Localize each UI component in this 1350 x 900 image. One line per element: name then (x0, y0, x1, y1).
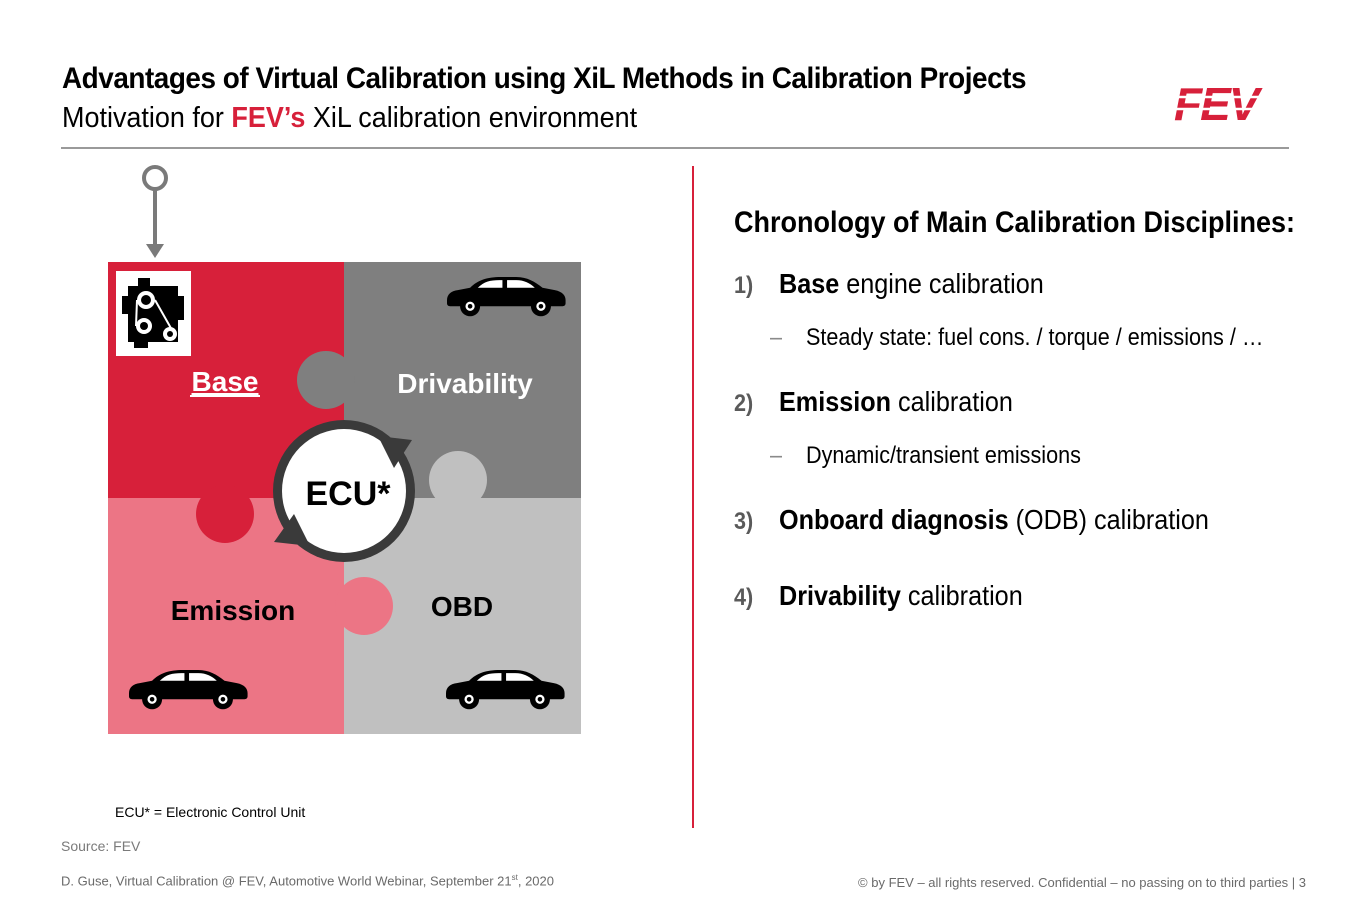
source-note: Source: FEV (61, 838, 141, 854)
label-base: Base (192, 366, 259, 397)
ecu-hub: ECU* (273, 420, 415, 562)
item-bold: Emission (779, 386, 892, 417)
item-number: 1) (734, 272, 754, 299)
column-divider (692, 166, 694, 828)
subtitle-suffix: XiL calibration environment (305, 102, 638, 134)
list-subitem: – Steady state: fuel cons. / torque / emi… (770, 324, 1263, 352)
list-item: 1) Base engine calibration (734, 268, 1044, 300)
item-rest: (ODB) calibration (1008, 504, 1209, 535)
list-item: 4) Drivability calibration (734, 580, 1023, 612)
knob-base (196, 485, 254, 543)
knob-emission (335, 577, 393, 635)
item-number: 4) (734, 584, 754, 611)
knob-drivability (297, 351, 355, 409)
footer-citation-end: , 2020 (517, 873, 554, 889)
item-number: 3) (734, 508, 754, 535)
item-bold: Base (779, 268, 840, 299)
item-rest: calibration (891, 386, 1013, 417)
list-item: 2) Emission calibration (734, 386, 1013, 418)
ecu-footnote: ECU* = Electronic Control Unit (115, 804, 306, 820)
knob-obd (429, 451, 487, 509)
header-divider (61, 147, 1289, 149)
calibration-puzzle: Base Drivability Emission OBD ECU* (108, 165, 581, 734)
dash-bullet: – (770, 324, 783, 351)
pin-icon (142, 165, 168, 258)
subitem-text: Dynamic/transient emissions (806, 442, 1081, 469)
page-title: Advantages of Virtual Calibration using … (62, 62, 1027, 95)
subtitle-prefix: Motivation for (62, 102, 232, 134)
page-subtitle: Motivation for FEV’s XiL calibration env… (62, 102, 637, 135)
footer-citation-sup: st (511, 873, 518, 882)
cycle-arrows-icon (274, 436, 412, 546)
item-number: 2) (734, 390, 754, 417)
label-obd: OBD (431, 591, 493, 622)
item-bold: Drivability (779, 580, 901, 611)
ecu-label: ECU* (305, 475, 391, 513)
fev-logo: FEV (1174, 80, 1304, 126)
item-rest: calibration (900, 580, 1023, 611)
footer-copyright: © by FEV – all rights reserved. Confiden… (858, 875, 1306, 890)
subitem-text: Steady state: fuel cons. / torque / emis… (806, 324, 1264, 351)
chronology-title: Chronology of Main Calibration Disciplin… (734, 206, 1296, 239)
engine-icon (116, 271, 191, 356)
list-item: 3) Onboard diagnosis (ODB) calibration (734, 504, 1209, 536)
item-rest: engine calibration (839, 268, 1044, 299)
fev-logo-text: FEV (1174, 80, 1263, 126)
footer-citation-main: D. Guse, Virtual Calibration @ FEV, Auto… (61, 873, 512, 889)
item-bold: Onboard diagnosis (779, 504, 1009, 535)
label-emission: Emission (171, 595, 295, 626)
label-drivability: Drivability (397, 368, 533, 399)
subtitle-highlight: FEV’s (231, 102, 306, 134)
dash-bullet: – (770, 442, 783, 469)
list-subitem: – Dynamic/transient emissions (770, 442, 1081, 470)
footer-citation: D. Guse, Virtual Calibration @ FEV, Auto… (61, 873, 554, 888)
